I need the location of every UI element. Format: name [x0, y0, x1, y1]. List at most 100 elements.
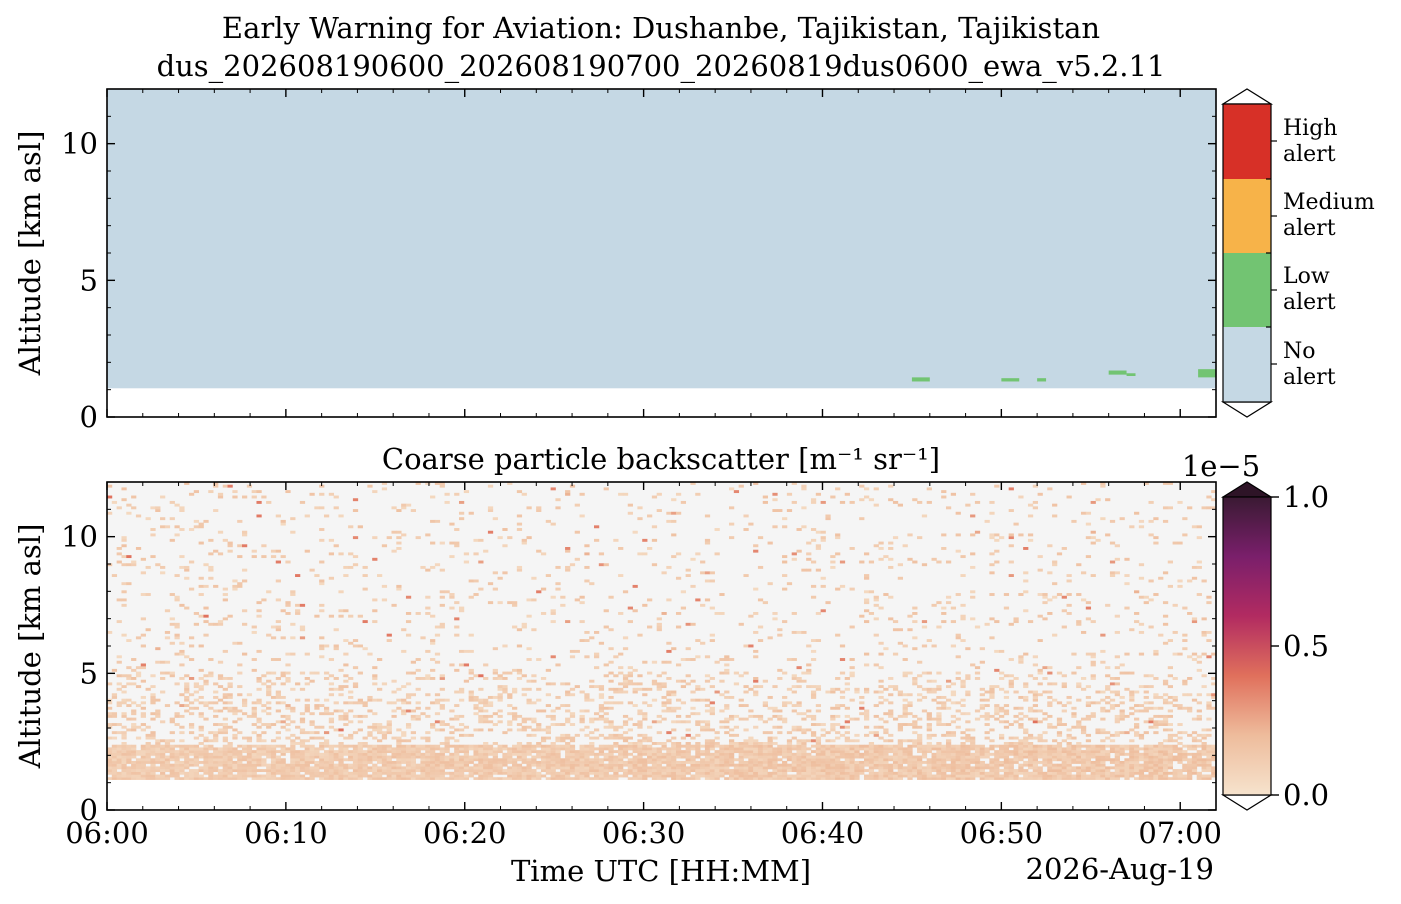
backscatter-cell	[772, 747, 778, 751]
backscatter-cell	[656, 752, 662, 756]
backscatter-cell	[772, 760, 778, 764]
backscatter-cell	[695, 750, 701, 754]
backscatter-cell	[121, 714, 127, 718]
backscatter-cell	[1061, 769, 1067, 773]
backscatter-cell	[685, 647, 691, 651]
backscatter-cell	[497, 771, 503, 775]
backscatter-cell	[613, 771, 619, 775]
backscatter-cell	[695, 777, 701, 781]
backscatter-cell	[864, 747, 870, 751]
backscatter-cell	[647, 747, 653, 751]
backscatter-cell	[1003, 774, 1010, 778]
backscatter-cell	[121, 698, 127, 702]
backscatter-cell	[516, 644, 523, 648]
backscatter-cell	[974, 766, 981, 770]
backscatter-cell	[193, 747, 200, 751]
backscatter-cell	[343, 723, 349, 726]
backscatter-cell	[753, 742, 759, 745]
backscatter-cell	[468, 747, 474, 751]
backscatter-cell	[1003, 777, 1010, 781]
backscatter-cell	[724, 717, 730, 721]
backscatter-cell	[266, 690, 272, 694]
backscatter-cell	[401, 731, 407, 735]
backscatter-cell	[849, 671, 855, 675]
backscatter-cell	[1182, 750, 1188, 754]
backscatter-cell	[608, 679, 614, 683]
backscatter-cell	[502, 747, 508, 751]
backscatter-cell	[579, 777, 585, 781]
backscatter-cell	[425, 744, 431, 748]
backscatter-cell	[815, 687, 822, 691]
backscatter-cell	[319, 777, 325, 781]
backscatter-cell	[647, 771, 653, 775]
backscatter-cell	[338, 747, 344, 751]
backscatter-cell	[338, 758, 344, 762]
backscatter-cell	[550, 777, 556, 781]
backscatter-cell	[377, 750, 383, 754]
backscatter-cell	[270, 750, 277, 754]
backscatter-cell	[844, 758, 850, 762]
backscatter-cell	[1052, 777, 1058, 781]
backscatter-cell	[936, 685, 942, 689]
backscatter-cell	[275, 598, 281, 602]
backscatter-cell	[859, 712, 865, 716]
backscatter-cell	[690, 736, 696, 740]
backscatter-cell	[627, 606, 633, 610]
backscatter-cell	[487, 695, 494, 699]
backscatter-cell	[825, 763, 831, 767]
backscatter-cell	[560, 760, 566, 764]
backscatter-cell	[960, 758, 966, 762]
backscatter-cell	[1211, 693, 1216, 697]
backscatter-cell	[1172, 677, 1178, 680]
backscatter-cell	[184, 685, 190, 689]
backscatter-cell	[516, 777, 523, 781]
backscatter-cell	[372, 755, 378, 759]
backscatter-cell	[945, 766, 952, 770]
backscatter-cell	[396, 750, 402, 754]
backscatter-cell	[314, 671, 320, 675]
backscatter-cell	[309, 671, 315, 675]
backscatter-cell	[497, 744, 503, 748]
backscatter-cell	[878, 695, 884, 699]
backscatter-panel-title: Coarse particle backscatter [m⁻¹ sr⁻¹]	[382, 442, 940, 476]
backscatter-cell	[888, 763, 894, 767]
backscatter-cell	[507, 774, 513, 778]
backscatter-cell	[743, 728, 749, 732]
backscatter-cell	[232, 752, 238, 756]
backscatter-cell	[169, 758, 175, 762]
backscatter-cell	[126, 704, 132, 708]
backscatter-cell	[685, 674, 691, 678]
backscatter-cell	[131, 712, 137, 716]
backscatter-cell	[1080, 771, 1087, 775]
backscatter-cell	[661, 744, 667, 748]
backscatter-cell	[121, 603, 127, 607]
backscatter-cell	[160, 720, 166, 724]
backscatter-cell	[338, 769, 344, 773]
backscatter-cell	[565, 682, 571, 686]
backscatter-cell	[965, 752, 971, 756]
backscatter-cell	[878, 758, 884, 762]
backscatter-cell	[401, 752, 407, 756]
backscatter-cell	[786, 731, 793, 735]
backscatter-cell	[637, 720, 643, 724]
backscatter-cell	[1177, 769, 1183, 773]
backscatter-cell	[405, 620, 412, 624]
backscatter-cell	[873, 752, 879, 756]
backscatter-cell	[810, 750, 817, 754]
backscatter-cell	[1187, 752, 1193, 756]
backscatter-cell	[545, 752, 551, 756]
backscatter-cell	[695, 769, 701, 773]
backscatter-cell	[131, 760, 137, 764]
backscatter-cell	[729, 658, 735, 661]
backscatter-cell	[796, 774, 802, 778]
backscatter-cell	[945, 744, 952, 748]
backscatter-cell	[1119, 731, 1125, 735]
backscatter-cell	[179, 731, 185, 735]
backscatter-cell	[1158, 695, 1164, 699]
backscatter-cell	[719, 752, 725, 756]
backscatter-cell	[565, 733, 571, 737]
backscatter-cell	[796, 739, 802, 743]
backscatter-cell	[348, 614, 354, 618]
backscatter-cell	[603, 758, 609, 762]
backscatter-cell	[796, 666, 802, 670]
